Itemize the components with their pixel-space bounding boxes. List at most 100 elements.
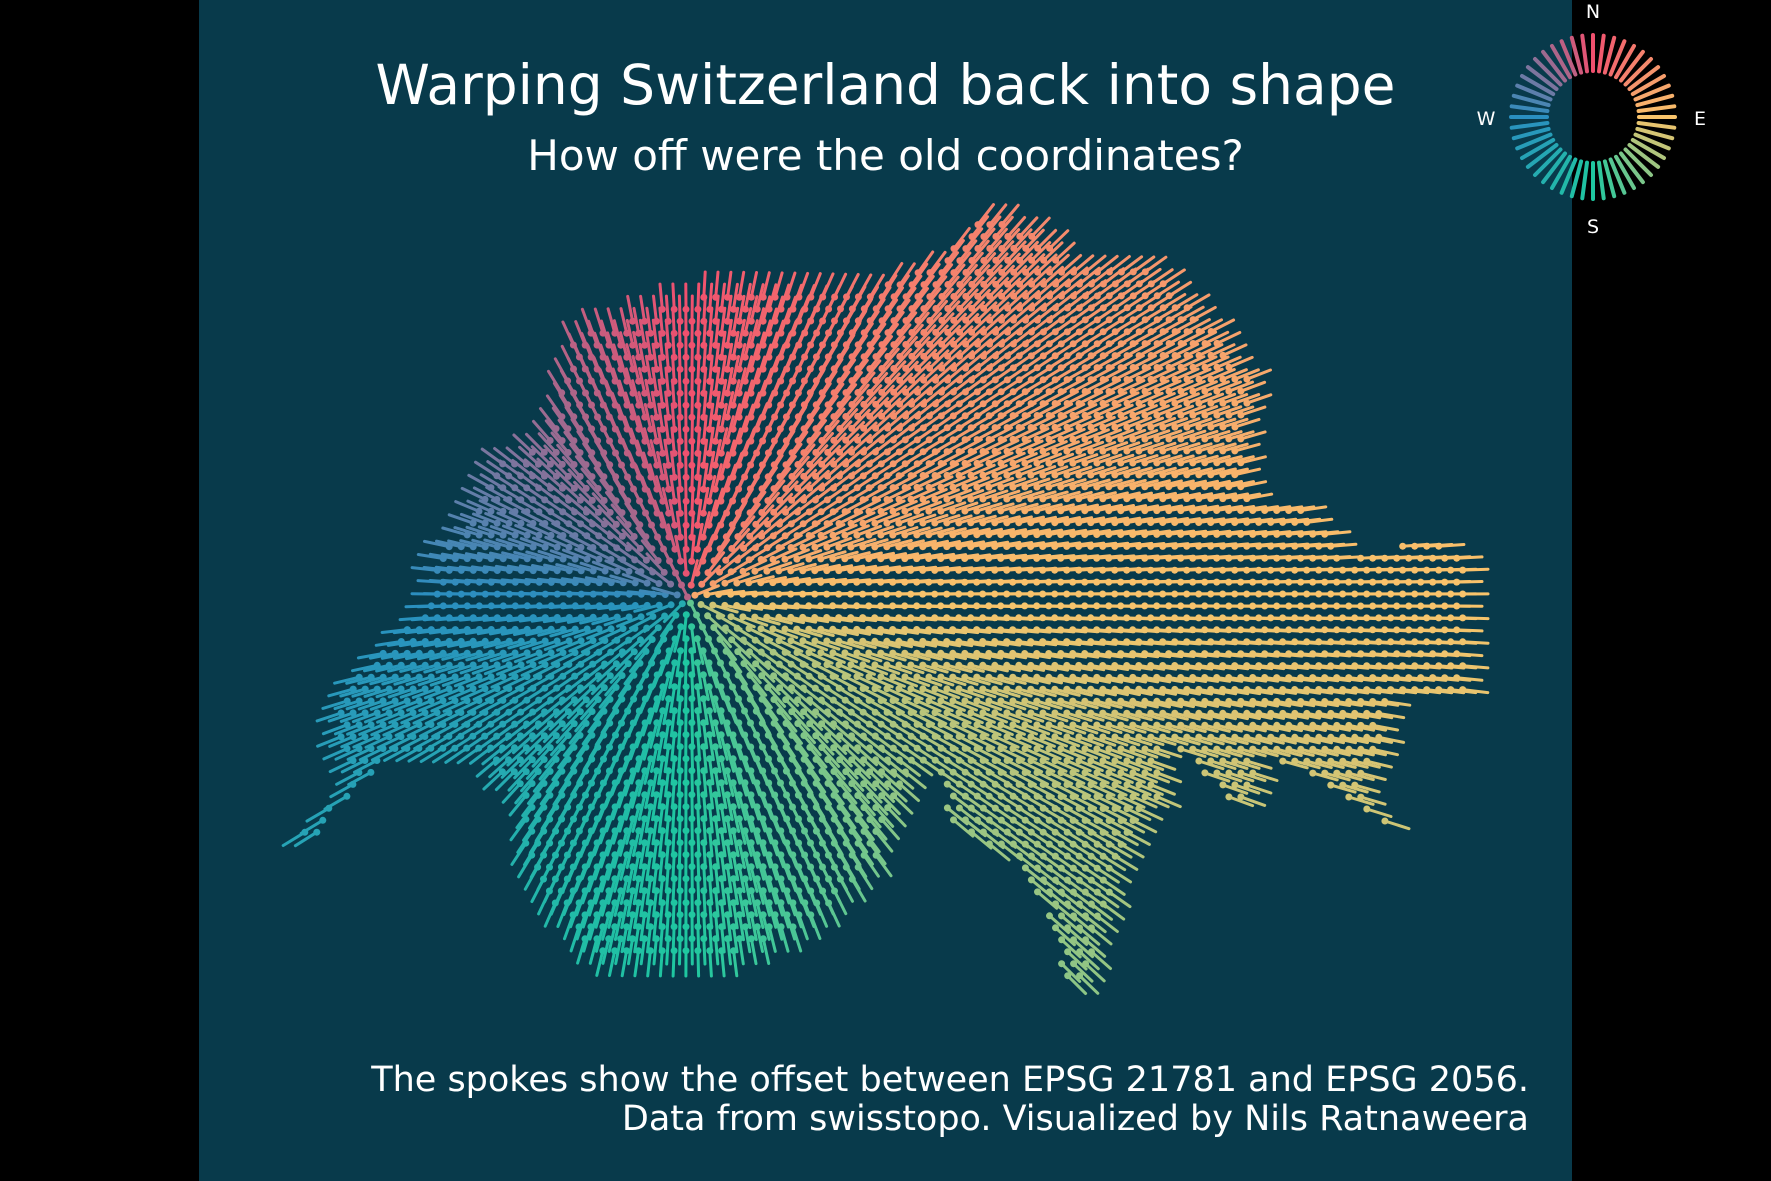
offset-spoke: [922, 336, 943, 358]
offset-spoke: [1083, 254, 1107, 274]
spoke-origin-dot: [1183, 375, 1191, 383]
offset-spoke: [631, 355, 641, 383]
offset-spoke: [958, 288, 979, 310]
offset-spoke: [958, 239, 978, 263]
offset-spoke: [850, 358, 869, 383]
spoke-origin-dot: [974, 292, 982, 300]
offset-spoke: [690, 366, 694, 395]
offset-spoke: [1167, 379, 1194, 393]
offset-spoke: [892, 372, 914, 394]
offset-spoke: [916, 250, 935, 275]
offset-spoke: [1191, 330, 1218, 345]
offset-spoke: [868, 396, 890, 418]
offset-spoke: [1059, 377, 1085, 394]
offset-spoke: [773, 319, 785, 347]
offset-spoke: [934, 337, 956, 358]
offset-spoke: [1023, 402, 1049, 418]
offset-spoke: [1215, 405, 1243, 417]
offset-spoke: [1065, 291, 1089, 310]
offset-spoke: [737, 318, 746, 347]
spoke-origin-dot: [938, 340, 946, 348]
spoke-origin-dot: [1177, 387, 1185, 395]
offset-spoke: [696, 330, 701, 359]
offset-spoke: [767, 307, 778, 335]
spoke-origin-dot: [1123, 399, 1131, 407]
offset-spoke: [650, 390, 659, 419]
offset-spoke: [916, 299, 936, 322]
offset-spoke: [1215, 355, 1242, 369]
offset-spoke: [898, 336, 918, 358]
offset-spoke: [755, 307, 766, 335]
spoke-origin-dot: [1195, 375, 1203, 383]
offset-spoke: [761, 319, 772, 347]
offset-spoke: [1035, 302, 1059, 322]
offset-spoke: [719, 378, 728, 407]
spoke-origin-dot: [962, 316, 970, 324]
offset-spoke: [1221, 393, 1249, 405]
offset-spoke: [910, 287, 929, 311]
offset-spoke: [856, 346, 875, 371]
offset-spoke: [702, 342, 707, 371]
spoke-origin-dot: [1225, 387, 1233, 395]
offset-spoke: [755, 283, 765, 311]
offset-spoke: [1161, 367, 1188, 381]
offset-spoke: [1072, 254, 1095, 274]
offset-spoke: [868, 347, 888, 371]
offset-spoke: [606, 331, 617, 359]
offset-spoke: [976, 276, 997, 298]
offset-spoke: [874, 384, 895, 406]
offset-spoke: [844, 371, 863, 395]
offset-spoke: [880, 274, 898, 299]
offset-spoke: [791, 283, 803, 311]
spoke-origin-dot: [729, 329, 737, 337]
spoke-origin-dot: [866, 412, 874, 420]
offset-spoke: [690, 390, 694, 419]
offset-spoke: [874, 310, 893, 335]
spoke-origin-dot: [998, 292, 1006, 300]
offset-spoke: [1161, 317, 1187, 334]
spoke-origin-dot: [1195, 399, 1203, 407]
offset-spoke: [802, 406, 820, 431]
offset-spoke: [1095, 378, 1122, 393]
spoke-origin-dot: [1201, 411, 1209, 419]
offset-spoke: [725, 342, 734, 371]
spoke-origin-dot: [1147, 399, 1155, 407]
offset-spoke: [904, 348, 925, 370]
offset-spoke: [677, 390, 682, 419]
offset-spoke: [832, 370, 851, 395]
offset-spoke: [1030, 265, 1052, 286]
offset-spoke: [1006, 314, 1029, 334]
offset-spoke: [1018, 216, 1039, 238]
spoke-origin-dot: [1004, 256, 1012, 264]
spoke-origin-dot: [723, 365, 731, 373]
offset-spoke: [909, 411, 933, 430]
offset-spoke: [952, 350, 975, 370]
offset-spoke: [725, 391, 735, 419]
offset-spoke: [761, 367, 774, 395]
offset-spoke: [1113, 391, 1140, 405]
offset-spoke: [897, 410, 921, 430]
offset-spoke: [619, 331, 629, 359]
offset-spoke: [916, 373, 938, 394]
offset-spoke: [976, 203, 995, 227]
offset-spoke: [779, 283, 791, 311]
spoke-origin-dot: [653, 365, 660, 373]
spoke-origin-dot: [950, 340, 958, 348]
offset-spoke: [922, 312, 943, 334]
offset-spoke: [1018, 240, 1039, 262]
offset-spoke: [645, 330, 652, 359]
offset-spoke: [708, 282, 714, 311]
offset-spoke: [850, 408, 871, 430]
spoke-origin-dot: [712, 389, 720, 397]
offset-spoke: [951, 375, 975, 394]
spoke-origin-dot: [1231, 375, 1239, 383]
offset-spoke: [737, 270, 746, 299]
offset-spoke: [1065, 365, 1091, 382]
offset-spoke: [625, 319, 635, 347]
offset-spoke: [643, 403, 653, 431]
offset-spoke: [1011, 327, 1035, 346]
offset-spoke: [1191, 405, 1219, 417]
spoke-origin-dot: [878, 388, 886, 396]
offset-spoke: [639, 294, 646, 323]
offset-spoke: [1054, 241, 1076, 262]
